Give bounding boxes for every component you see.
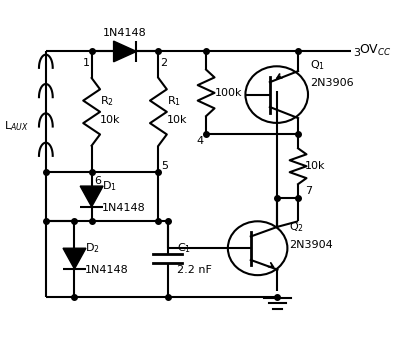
- Text: 3: 3: [353, 48, 360, 58]
- Text: R$_2$: R$_2$: [100, 95, 114, 109]
- Text: C$_1$: C$_1$: [178, 241, 192, 255]
- Text: 1N4148: 1N4148: [102, 203, 146, 213]
- Text: 1: 1: [83, 58, 90, 68]
- Text: 4: 4: [196, 136, 203, 146]
- Text: Q$_1$: Q$_1$: [310, 58, 325, 72]
- Text: Q$_2$: Q$_2$: [289, 221, 304, 235]
- Polygon shape: [80, 186, 103, 207]
- Text: 10k: 10k: [305, 161, 326, 171]
- Text: 5: 5: [162, 160, 168, 171]
- Text: 2N3904: 2N3904: [289, 240, 333, 250]
- Text: D$_2$: D$_2$: [85, 241, 100, 255]
- Text: 7: 7: [305, 187, 312, 196]
- Text: D$_1$: D$_1$: [102, 179, 117, 193]
- Polygon shape: [63, 248, 86, 269]
- Polygon shape: [114, 41, 136, 62]
- Text: 10k: 10k: [100, 115, 120, 125]
- Text: 2: 2: [160, 58, 168, 68]
- Text: L$_{AUX}$: L$_{AUX}$: [4, 119, 29, 133]
- Text: R$_1$: R$_1$: [167, 95, 181, 109]
- Text: 1N4148: 1N4148: [103, 28, 147, 38]
- Text: 1N4148: 1N4148: [85, 266, 129, 276]
- Text: 10k: 10k: [167, 115, 187, 125]
- Text: 6: 6: [95, 176, 102, 186]
- Text: 100k: 100k: [214, 88, 242, 98]
- Text: OV$_{CC}$: OV$_{CC}$: [359, 43, 392, 58]
- Text: 2N3906: 2N3906: [310, 78, 354, 88]
- Text: 2.2 nF: 2.2 nF: [178, 266, 212, 276]
